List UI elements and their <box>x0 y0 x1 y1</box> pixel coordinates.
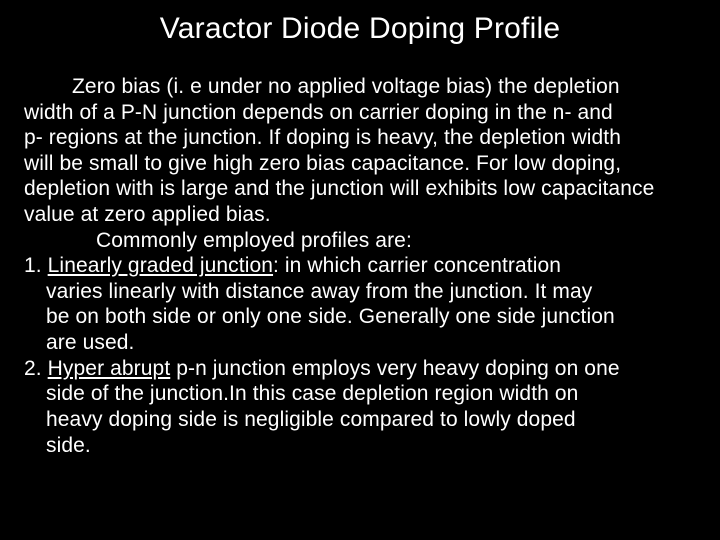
common-profiles-line: Commonly employed profiles are: <box>24 228 720 254</box>
list-item-1-line3: be on both side or only one side. Genera… <box>24 304 720 330</box>
list-item-1-label: Linearly graded junction <box>48 254 273 277</box>
list-number-1: 1. <box>24 254 42 277</box>
para1-line3: p- regions at the junction. If doping is… <box>24 125 720 151</box>
list-item-2-line2: side of the junction.In this case deplet… <box>24 381 720 407</box>
list-item-2-line4: side. <box>24 433 720 459</box>
para1-line5: depletion with is large and the junction… <box>24 176 720 202</box>
list-item-2-line1: 2. Hyper abrupt p-n junction employs ver… <box>24 356 720 382</box>
slide-title: Varactor Diode Doping Profile <box>0 12 720 46</box>
list-item-2-label: Hyper abrupt <box>48 357 171 380</box>
list-item-1-line1: 1. Linearly graded junction: in which ca… <box>24 253 720 279</box>
para1-line4: will be small to give high zero bias cap… <box>24 151 720 177</box>
list-number-2: 2. <box>24 357 42 380</box>
slide-body: Zero bias (i. e under no applied voltage… <box>0 74 720 458</box>
list-item-2-line3: heavy doping side is negligible compared… <box>24 407 720 433</box>
list-item-1-line2: varies linearly with distance away from … <box>24 279 720 305</box>
list-item-2-after: p-n junction employs very heavy doping o… <box>170 357 619 380</box>
list: 1. Linearly graded junction: in which ca… <box>24 253 720 458</box>
list-item-1-after: : in which carrier concentration <box>273 254 561 277</box>
list-item-1-line4: are used. <box>24 330 720 356</box>
para1-line6: value at zero applied bias. <box>24 202 720 228</box>
para1-line1: Zero bias (i. e under no applied voltage… <box>24 74 720 100</box>
para1-line2: width of a P-N junction depends on carri… <box>24 100 720 126</box>
slide: Varactor Diode Doping Profile Zero bias … <box>0 0 720 540</box>
